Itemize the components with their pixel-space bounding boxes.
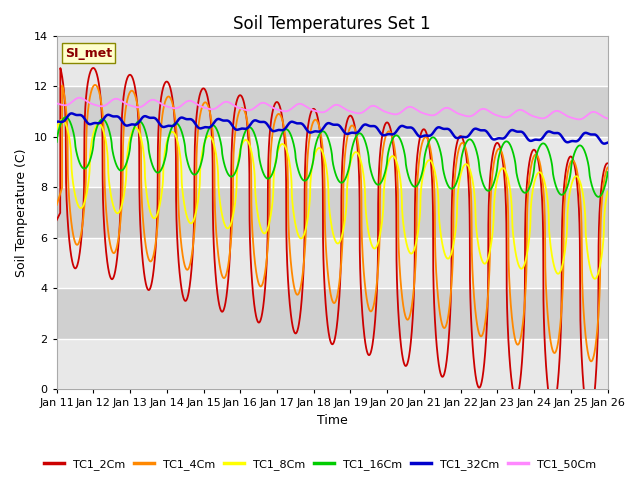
TC1_16Cm [62, 114, 70, 120]
TC1_32Cm [534, 137, 541, 143]
TC1_32Cm [593, 133, 601, 139]
Line: TC1_4Cm: TC1_4Cm [57, 85, 607, 361]
Line: TC1_2Cm: TC1_2Cm [57, 68, 607, 420]
Y-axis label: Soil Temperature (C): Soil Temperature (C) [15, 148, 28, 277]
TC1_50Cm [116, 97, 124, 103]
Bar [57, 187, 607, 238]
TC1_50Cm [288, 106, 296, 111]
Line: TC1_50Cm: TC1_50Cm [57, 98, 607, 120]
Bar [57, 288, 607, 338]
Line: TC1_32Cm: TC1_32Cm [57, 113, 607, 144]
TC1_8Cm [591, 276, 599, 282]
TC1_16Cm [595, 194, 602, 200]
TC1_32Cm [148, 115, 156, 120]
TC1_8Cm [593, 274, 601, 279]
TC1_32Cm [604, 140, 611, 145]
TC1_4Cm [264, 240, 272, 246]
TC1_16Cm [53, 139, 61, 145]
TC1_2Cm [586, 417, 593, 423]
TC1_4Cm [53, 202, 61, 208]
TC1_2Cm [148, 276, 156, 282]
TC1_4Cm [288, 270, 296, 276]
TC1_4Cm [116, 226, 124, 231]
TC1_50Cm [534, 115, 541, 120]
Line: TC1_16Cm: TC1_16Cm [57, 117, 607, 197]
Legend: TC1_2Cm, TC1_4Cm, TC1_8Cm, TC1_16Cm, TC1_32Cm, TC1_50Cm: TC1_2Cm, TC1_4Cm, TC1_8Cm, TC1_16Cm, TC1… [40, 455, 600, 474]
TC1_16Cm [288, 135, 296, 141]
TC1_16Cm [148, 162, 156, 168]
Bar [57, 86, 607, 137]
TC1_8Cm [53, 126, 61, 132]
TC1_2Cm [604, 160, 611, 166]
TC1_4Cm [588, 359, 595, 364]
TC1_2Cm [264, 166, 272, 172]
TC1_2Cm [90, 65, 97, 71]
TC1_8Cm [604, 189, 611, 194]
TC1_8Cm [288, 194, 296, 200]
TC1_32Cm [264, 123, 272, 129]
TC1_8Cm [148, 214, 156, 220]
TC1_16Cm [604, 169, 611, 175]
TC1_2Cm [53, 217, 61, 223]
TC1_2Cm [288, 320, 296, 325]
TC1_32Cm [600, 141, 608, 146]
TC1_16Cm [593, 193, 601, 199]
TC1_16Cm [116, 167, 124, 173]
TC1_50Cm [148, 97, 156, 103]
TC1_8Cm [116, 208, 124, 214]
TC1_32Cm [53, 119, 61, 125]
TC1_2Cm [116, 223, 124, 228]
Text: SI_met: SI_met [65, 47, 112, 60]
TC1_32Cm [288, 119, 296, 125]
TC1_2Cm [534, 155, 541, 160]
TC1_8Cm [58, 117, 66, 123]
TC1_8Cm [264, 224, 272, 230]
TC1_50Cm [76, 95, 83, 101]
Line: TC1_8Cm: TC1_8Cm [57, 120, 607, 279]
TC1_32Cm [68, 110, 76, 116]
TC1_50Cm [264, 102, 272, 108]
TC1_4Cm [534, 153, 541, 159]
TC1_4Cm [92, 82, 99, 88]
TC1_32Cm [116, 115, 124, 121]
Bar [57, 137, 607, 187]
TC1_4Cm [593, 329, 601, 335]
TC1_4Cm [148, 256, 156, 262]
TC1_50Cm [53, 100, 61, 106]
Bar [57, 338, 607, 389]
TC1_2Cm [593, 350, 601, 356]
Title: Soil Temperatures Set 1: Soil Temperatures Set 1 [234, 15, 431, 33]
TC1_16Cm [264, 176, 272, 181]
TC1_4Cm [604, 165, 611, 170]
TC1_50Cm [604, 116, 611, 121]
TC1_8Cm [534, 171, 541, 177]
Bar [57, 238, 607, 288]
TC1_16Cm [534, 149, 541, 155]
X-axis label: Time: Time [317, 414, 348, 427]
TC1_50Cm [575, 117, 583, 122]
Bar [57, 36, 607, 86]
TC1_50Cm [593, 110, 601, 116]
